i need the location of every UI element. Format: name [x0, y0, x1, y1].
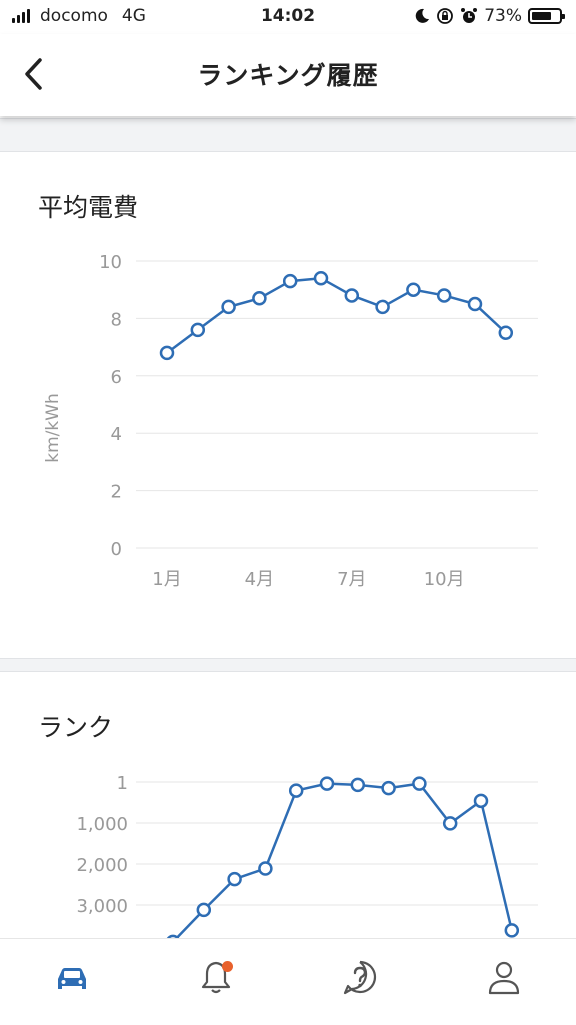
data-point	[190, 322, 206, 338]
data-point	[258, 861, 273, 876]
chevron-left-icon	[25, 58, 42, 90]
carrier-label: docomo	[40, 6, 108, 26]
data-point	[467, 296, 483, 312]
tab-help[interactable]	[340, 957, 380, 997]
efficiency-chart: 10 8 6 4 2 0 1月 4月 7月 10月 km/kWh	[43, 252, 538, 590]
data-point	[159, 345, 175, 361]
data-point	[436, 288, 452, 303]
efficiency-card-title: 平均電費	[38, 193, 139, 222]
x-tick-label: 7月	[337, 569, 366, 590]
data-point	[319, 776, 335, 791]
tab-car[interactable]	[52, 957, 92, 997]
bell-icon	[201, 961, 231, 994]
battery-icon	[528, 8, 565, 24]
tab-profile[interactable]	[484, 957, 524, 997]
battery-percent: 73%	[484, 6, 522, 26]
series-line	[166, 276, 507, 354]
rank-chart: 1 1,000 2,000 3,000	[76, 773, 538, 950]
tab-bar	[0, 938, 576, 1025]
series-line	[172, 782, 514, 943]
y-tick-label: 1	[117, 773, 128, 794]
clock: 14:02	[260, 6, 316, 26]
y-axis-label: km/kWh	[43, 393, 63, 463]
y-tick-label: 10	[99, 252, 122, 273]
notification-badge	[222, 961, 233, 972]
data-point	[406, 282, 421, 297]
y-tick-label: 8	[111, 309, 122, 330]
y-tick-label: 4	[111, 424, 122, 445]
x-tick-label: 1月	[152, 569, 181, 590]
data-point	[473, 793, 489, 809]
data-point	[442, 816, 458, 831]
data-point	[350, 777, 366, 793]
data-point	[375, 299, 390, 315]
data-point	[381, 780, 396, 796]
rank-card-title: ランク	[38, 713, 114, 742]
tab-notifications[interactable]	[196, 957, 236, 997]
network-label: 4G	[121, 6, 146, 26]
section-divider	[0, 658, 576, 672]
y-tick-label: 1,000	[76, 814, 128, 835]
y-tick-label: 3,000	[76, 896, 128, 917]
y-tick-label: 2	[111, 482, 122, 503]
data-point	[196, 902, 212, 918]
data-point	[412, 776, 427, 791]
data-point	[282, 273, 298, 289]
section-divider	[0, 118, 576, 152]
x-tick-label: 10月	[424, 569, 465, 590]
person-icon	[488, 961, 520, 995]
y-tick-label: 2,000	[76, 855, 128, 876]
data-point	[498, 325, 514, 340]
rotation-lock-icon	[437, 8, 454, 24]
back-button[interactable]	[20, 56, 50, 92]
data-point	[313, 270, 329, 286]
moon-icon	[415, 8, 430, 23]
status-bar: docomo 4G 14:02 73%	[0, 0, 576, 34]
y-tick-label: 0	[111, 539, 122, 560]
signal-icon	[12, 9, 30, 23]
data-point	[252, 291, 267, 306]
x-tick-label: 4月	[245, 569, 274, 590]
data-point	[221, 299, 236, 315]
help-chat-icon	[343, 960, 377, 995]
page-title: ランキング履歴	[197, 61, 379, 90]
car-icon	[58, 968, 86, 989]
alarm-icon	[461, 8, 478, 23]
data-point	[288, 783, 304, 798]
data-point	[227, 871, 242, 887]
nav-header: ランキング履歴	[0, 34, 576, 116]
data-point	[344, 288, 360, 303]
data-point	[504, 923, 520, 938]
y-tick-label: 6	[111, 367, 122, 388]
